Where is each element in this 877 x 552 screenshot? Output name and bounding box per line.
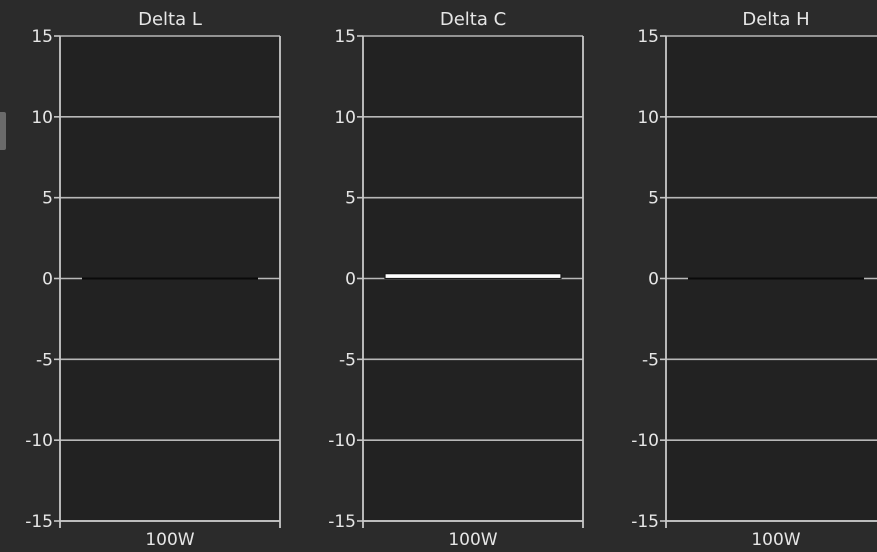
chart-title: Delta C (440, 9, 506, 30)
y-tick-label: 5 (345, 189, 356, 209)
y-tick-label: 5 (42, 189, 53, 209)
chart-title: Delta L (138, 9, 202, 30)
y-tick-label: 0 (648, 270, 659, 290)
chart-0: Delta L 15 10 5 0 -5 -10 -15 100W (25, 9, 281, 550)
x-category-label: 100W (145, 530, 194, 550)
bar (384, 273, 562, 280)
y-tick-label: -15 (328, 512, 356, 532)
y-tick-label: 15 (637, 27, 659, 47)
y-tick-label: 5 (648, 189, 659, 209)
y-tick-label: -5 (642, 350, 659, 370)
y-tick-label: 0 (345, 270, 356, 290)
y-tick-label: 15 (334, 27, 356, 47)
y-tick-label: -10 (631, 431, 659, 451)
y-tick-label: -15 (631, 512, 659, 532)
y-tick-label: 10 (31, 108, 53, 128)
x-category-label: 100W (751, 530, 800, 550)
y-tick-label: -10 (25, 431, 53, 451)
bar (688, 277, 864, 280)
y-tick-label: 0 (42, 270, 53, 290)
side-panel-tab[interactable] (0, 112, 6, 150)
y-tick-label: -5 (339, 350, 356, 370)
chart-2: Delta H 15 10 5 0 -5 -10 -15 100W (631, 9, 877, 550)
y-tick-label: -5 (36, 350, 53, 370)
chart-1: Delta C 15 10 5 0 -5 -10 -15 100W (328, 9, 584, 550)
chart-title: Delta H (742, 9, 809, 30)
x-category-label: 100W (448, 530, 497, 550)
y-tick-label: -15 (25, 512, 53, 532)
y-tick-label: 15 (31, 27, 53, 47)
bar (82, 277, 258, 280)
y-tick-label: -10 (328, 431, 356, 451)
y-tick-label: 10 (334, 108, 356, 128)
y-tick-label: 10 (637, 108, 659, 128)
